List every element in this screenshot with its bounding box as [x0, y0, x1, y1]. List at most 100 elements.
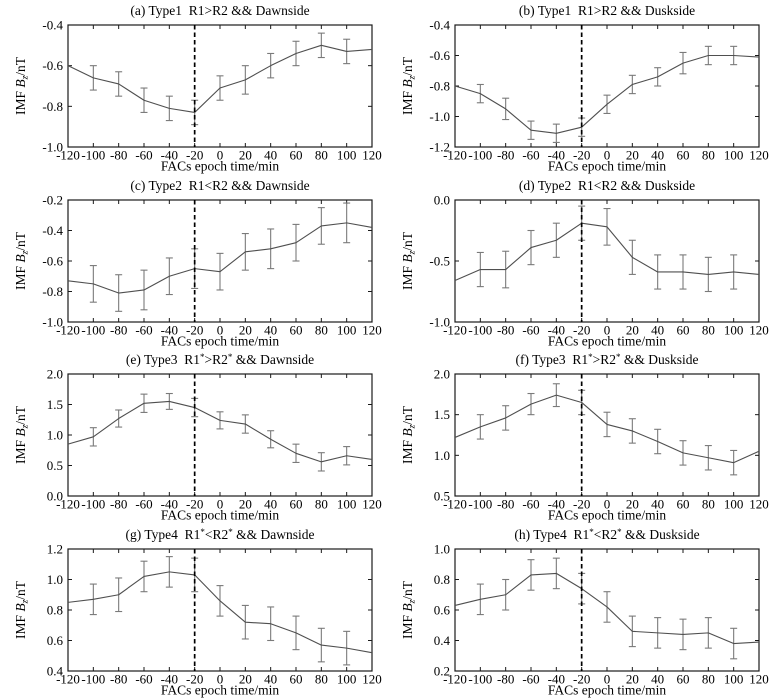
x-tick-label: -120 [443, 148, 467, 163]
panel-e: -120 -100 -80 -60 -40 -20 0 20 40 60 80 100 120 0.0 0.… [0, 349, 387, 524]
y-tick-labels: 0.2 0.4 0.6 0.8 1.0 [433, 541, 450, 678]
x-tick-label: 0 [217, 322, 224, 337]
y-ticks [454, 24, 759, 148]
y-tick-labels: -1.0 -0.8 -0.6 -0.4 [42, 18, 63, 155]
x-tick-label: 120 [749, 148, 769, 163]
x-tick-labels: -120 -100 -80 -60 -40 -20 0 20 40 60 80 100 120 [443, 497, 769, 512]
x-tick-label: 0 [603, 671, 610, 686]
x-tick-label: 20 [239, 322, 252, 337]
error-bars [89, 201, 351, 312]
error-bars [89, 555, 351, 665]
x-tick-labels: -120 -100 -80 -60 -40 -20 0 20 40 60 80 100 120 [56, 148, 382, 163]
chart-svg-e: -120 -100 -80 -60 -40 -20 0 20 40 60 80 100 1200.00.… [13, 352, 382, 523]
x-tick-labels: -120 -100 -80 -60 -40 -20 0 20 40 60 80 100 120 [56, 671, 382, 686]
y-tick-label: 0.4 [433, 633, 450, 648]
x-tick-label: -40 [161, 671, 178, 686]
x-tick-label: 0 [603, 148, 610, 163]
x-tick-label: 60 [676, 671, 689, 686]
panel-h: -120 -100 -80 -60 -40 -20 0 20 40 60 80 100 120 0.2 0.… [387, 524, 773, 698]
chart-svg-a: -120 -100 -80 -60 -40 -20 0 20 40 60 80 100 120-1.0-… [13, 3, 382, 174]
x-tick-label: 40 [651, 322, 664, 337]
y-tick-label: -1.0 [429, 109, 450, 124]
x-tick-label: 80 [315, 322, 328, 337]
x-tick-label: -120 [443, 671, 467, 686]
panel-f: -120 -100 -80 -60 -40 -20 0 20 40 60 80 100 120 0.5 1.… [387, 349, 773, 524]
error-bars [476, 205, 737, 292]
x-tick-label: 80 [315, 148, 328, 163]
panel-title: (d) Type2 R1<R2 && Duskside [518, 178, 694, 193]
y-axis-label: IMF Bz/nT [13, 56, 31, 115]
x-tick-label: -100 [468, 322, 492, 337]
y-tick-label: -0.8 [42, 284, 63, 299]
y-tick-label: 1.2 [47, 541, 63, 556]
y-tick-label: 2.0 [47, 367, 63, 382]
x-tick-label: -60 [135, 322, 152, 337]
x-tick-label: 100 [337, 671, 357, 686]
y-ticks [68, 548, 372, 671]
x-tick-label: -100 [81, 497, 105, 512]
x-tick-label: 0 [603, 497, 610, 512]
y-tick-label: -0.6 [42, 253, 63, 268]
x-tick-label: 60 [676, 322, 689, 337]
error-bars [476, 557, 737, 659]
x-tick-label: -100 [468, 671, 492, 686]
x-tick-labels: -120 -100 -80 -60 -40 -20 0 20 40 60 80 100 120 [443, 671, 769, 686]
plot-box [453, 24, 760, 148]
x-tick-label: 20 [239, 148, 252, 163]
x-tick-label: 120 [749, 671, 769, 686]
y-axis-label: IMF Bz/nT [13, 580, 31, 639]
x-tick-label: -20 [572, 322, 589, 337]
y-tick-label: 0.5 [47, 458, 63, 473]
x-tick-label: -40 [547, 497, 564, 512]
x-tick-label: -80 [496, 148, 513, 163]
panel-b: -120 -100 -80 -60 -40 -20 0 20 40 60 80 100 120 -1.2-… [387, 0, 773, 175]
x-tick-label: -60 [522, 671, 539, 686]
y-tick-label: 1.5 [433, 407, 449, 422]
x-tick-label: -120 [443, 497, 467, 512]
chart-svg-c: -120 -100 -80 -60 -40 -20 0 20 40 60 80 100 120-1.0-… [13, 178, 382, 349]
x-tick-label: -100 [468, 148, 492, 163]
x-tick-label: 60 [676, 497, 689, 512]
y-ticks [454, 199, 759, 322]
x-tick-label: 80 [315, 671, 328, 686]
error-bars [89, 32, 351, 126]
y-axis-label: IMF Bz/nT [400, 580, 418, 639]
series-line [454, 54, 759, 134]
x-tick-label: -60 [135, 497, 152, 512]
y-ticks [68, 24, 372, 148]
x-tick-label: 80 [701, 497, 714, 512]
x-tick-label: -40 [161, 497, 178, 512]
x-tick-label: 40 [651, 148, 664, 163]
x-tick-label: -80 [110, 497, 127, 512]
x-tick-label: 0 [603, 322, 610, 337]
x-tick-label: 20 [625, 671, 638, 686]
series-line [67, 400, 373, 463]
y-tick-label: 0.2 [433, 663, 449, 678]
x-tick-label: -120 [56, 148, 80, 163]
x-tick-label: 60 [676, 148, 689, 163]
x-tick-label: -120 [56, 497, 80, 512]
x-tick-label: 100 [723, 671, 743, 686]
y-ticks [68, 199, 372, 322]
x-tick-label: -20 [186, 671, 203, 686]
x-tick-label: 120 [362, 148, 382, 163]
x-tick-label: 40 [264, 148, 277, 163]
y-tick-label: -0.5 [429, 253, 450, 268]
chart-svg-b: -120 -100 -80 -60 -40 -20 0 20 40 60 80 100 120-1.2-… [400, 3, 769, 174]
y-ticks [454, 548, 759, 671]
y-tick-label: 1.5 [47, 397, 63, 412]
x-ticks [67, 548, 373, 671]
x-tick-labels: -120 -100 -80 -60 -40 -20 0 20 40 60 80 100 120 [56, 497, 382, 512]
x-axis-label: FACs epoch time/min [547, 333, 665, 348]
series-line [67, 44, 373, 113]
y-tick-label: 2.0 [433, 367, 449, 382]
x-tick-label: -120 [443, 322, 467, 337]
x-tick-label: -40 [547, 148, 564, 163]
x-tick-label: -80 [496, 497, 513, 512]
x-axis-label: FACs epoch time/min [161, 508, 279, 523]
y-tick-labels: -1.0 -0.8 -0.6 -0.4 -0.2 [42, 192, 63, 329]
y-tick-label: -0.8 [429, 79, 450, 94]
chart-svg-d: -120 -100 -80 -60 -40 -20 0 20 40 60 80 100 120-1.0-… [400, 178, 769, 349]
y-tick-label: 1.0 [47, 428, 63, 443]
y-tick-label: -0.4 [429, 18, 450, 33]
